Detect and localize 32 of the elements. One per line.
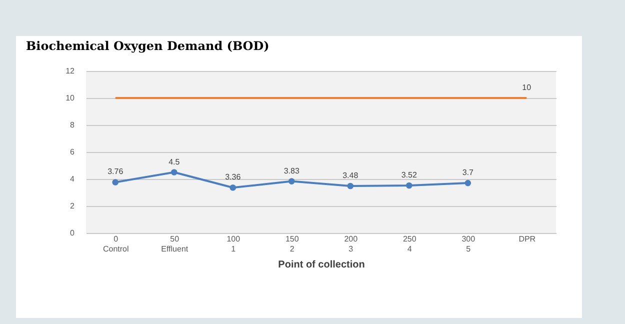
point [112, 179, 119, 186]
y-tick-label: 4 [70, 174, 76, 184]
point [170, 169, 178, 176]
data-label: 10 [522, 83, 532, 92]
x-tick-label: 50 Effluent [161, 234, 189, 254]
data-label: 3.48 [342, 171, 359, 180]
point [406, 182, 412, 189]
y-tick-label: 8 [70, 120, 76, 130]
data-label: 3.36 [225, 172, 242, 182]
point [288, 178, 295, 184]
x-tick-label: 250 4 [402, 234, 417, 254]
y-tick-label: 0 [70, 228, 76, 238]
x-tick-label: 100 1 [226, 234, 241, 254]
data-label: 3.76 [108, 167, 124, 176]
data-label: 3.52 [401, 170, 418, 180]
y-tick-label: 10 [66, 94, 76, 102]
point [464, 180, 472, 186]
x-tick-label: 200 3 [344, 234, 358, 254]
data-label: 3.83 [284, 166, 300, 176]
point [230, 184, 236, 191]
x-axis-title: Point of collection [278, 260, 365, 270]
data-label: 3.7 [462, 168, 474, 178]
point [347, 182, 354, 190]
x-tick-label: 300 5 [462, 234, 476, 254]
y-tick-label: 12 [66, 66, 76, 76]
x-tick-label: 150 2 [285, 234, 300, 254]
chart-title: Biochemical Oxygen Demand (BOD) [26, 39, 270, 53]
x-tick-label: DPR [518, 234, 536, 244]
y-tick-label: 6 [70, 148, 76, 156]
y-tick-label: 2 [70, 202, 76, 210]
x-tick-label: 0 Control [102, 234, 129, 254]
data-label: 4.5 [168, 157, 180, 166]
